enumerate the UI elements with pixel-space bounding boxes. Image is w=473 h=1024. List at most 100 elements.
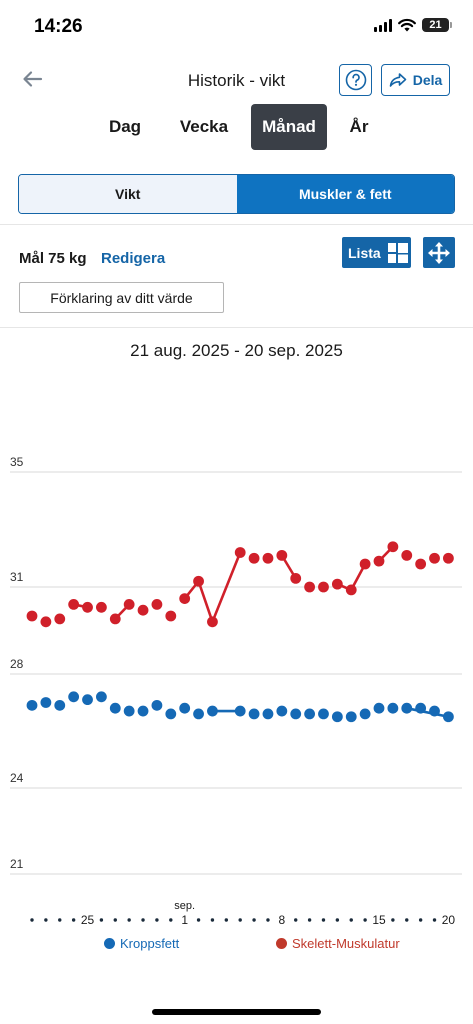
x-tick-dot [363,918,367,922]
grid-layout-icon [387,242,408,263]
status-time: 14:26 [34,16,83,37]
muscle-point[interactable] [304,581,315,593]
list-view-button[interactable]: Lista [342,237,411,268]
muscle-point[interactable] [193,575,204,587]
body-fat-point[interactable] [193,708,204,720]
body-fat-point[interactable] [234,705,246,717]
x-month-label: sep. [174,900,195,912]
muscle-point[interactable] [318,581,329,593]
muscle-point[interactable] [234,547,246,558]
muscle-point[interactable] [429,552,440,564]
goal-label: Mål 75 kg [19,250,87,267]
muscle-point[interactable] [290,572,302,584]
body-fat-point[interactable] [68,691,80,703]
body-fat-point[interactable] [179,702,191,714]
toggle-weight[interactable]: Vikt [19,175,237,213]
muscle-point[interactable] [179,593,191,604]
body-fat-point[interactable] [304,708,315,720]
status-icons: 21 [374,18,452,32]
x-tick-dot [113,918,117,922]
body-fat-point[interactable] [26,699,38,711]
muscle-point[interactable] [262,552,274,564]
muscle-point[interactable] [207,616,218,628]
period-tabs: Dag Vecka Månad År [0,104,473,152]
body-fat-point[interactable] [207,705,218,717]
top-bar: Historik - vikt Dela [0,60,473,102]
tab-week[interactable]: Vecka [179,117,229,136]
muscle-point[interactable] [123,599,135,610]
x-tick-dot [71,918,76,922]
fullscreen-button[interactable] [423,237,455,268]
muscle-point[interactable] [373,555,385,567]
muscle-point[interactable] [54,613,66,625]
body-fat-point[interactable] [331,711,343,723]
muscle-point[interactable] [40,616,52,628]
body-fat-point[interactable] [54,699,66,711]
legend-dot [104,938,115,949]
back-button[interactable] [20,66,46,92]
muscle-point[interactable] [151,599,163,610]
muscle-point[interactable] [345,584,357,596]
battery-icon: 21 [422,18,452,32]
y-tick-label: 31 [10,570,24,584]
x-tick-label: 25 [81,913,95,927]
x-tick-dot [307,918,312,922]
muscle-point[interactable] [415,558,427,570]
body-fat-point[interactable] [401,702,413,714]
divider [0,327,473,328]
muscle-point[interactable] [387,541,399,553]
body-fat-point[interactable] [40,697,52,708]
muscle-point[interactable] [248,552,260,564]
body-fat-point[interactable] [123,705,135,717]
muscle-point[interactable] [137,604,149,616]
share-button[interactable]: Dela [381,64,450,96]
legend-item-body-fat[interactable]: Kroppsfett [104,936,179,951]
x-tick-dot [210,918,215,922]
body-fat-point[interactable] [262,708,274,720]
body-fat-point[interactable] [96,691,107,703]
body-fat-point[interactable] [429,705,440,717]
muscle-point[interactable] [26,610,38,622]
x-tick-dot [266,918,270,922]
muscle-point[interactable] [165,610,177,622]
toggle-muscle-fat[interactable]: Muskler & fett [236,175,454,213]
muscle-point[interactable] [96,601,107,613]
body-fat-point[interactable] [415,702,427,714]
x-tick-label: 8 [278,913,285,927]
muscle-point[interactable] [276,549,288,561]
muscle-point[interactable] [331,578,343,590]
body-fat-point[interactable] [165,708,177,720]
edit-goal-link[interactable]: Redigera [101,250,166,267]
body-fat-point[interactable] [151,699,163,711]
body-fat-point[interactable] [82,694,93,706]
status-bar: 14:26 21 [0,0,473,56]
tab-day[interactable]: Dag [108,117,142,136]
body-fat-point[interactable] [137,705,149,717]
muscle-point[interactable] [109,613,121,625]
muscle-point[interactable] [82,601,93,613]
body-fat-point[interactable] [359,708,371,720]
explanation-button[interactable]: Förklaring av ditt värde [19,282,224,313]
body-fat-point[interactable] [290,708,302,720]
body-fat-point[interactable] [248,708,260,720]
body-fat-point[interactable] [387,702,399,714]
body-fat-point[interactable] [373,702,385,714]
body-fat-point[interactable] [345,711,357,723]
cellular-signal-icon [374,18,392,32]
x-tick-dot [196,918,201,922]
body-fat-point[interactable] [109,702,121,714]
help-button[interactable] [339,64,372,96]
tab-month[interactable]: Månad [251,104,327,150]
y-tick-label: 24 [10,771,24,785]
muscle-point[interactable] [401,549,413,561]
muscle-point[interactable] [68,599,80,610]
tab-year[interactable]: År [349,117,369,136]
x-tick-dot [127,918,131,922]
body-fat-point[interactable] [276,705,288,717]
body-fat-point[interactable] [318,708,329,720]
muscle-point[interactable] [359,558,371,570]
legend-item-skeletal-muscle[interactable]: Skelett-Muskulatur [276,936,400,951]
body-fat-point[interactable] [443,711,454,723]
muscle-point[interactable] [443,552,454,564]
list-label: Lista [348,244,381,261]
